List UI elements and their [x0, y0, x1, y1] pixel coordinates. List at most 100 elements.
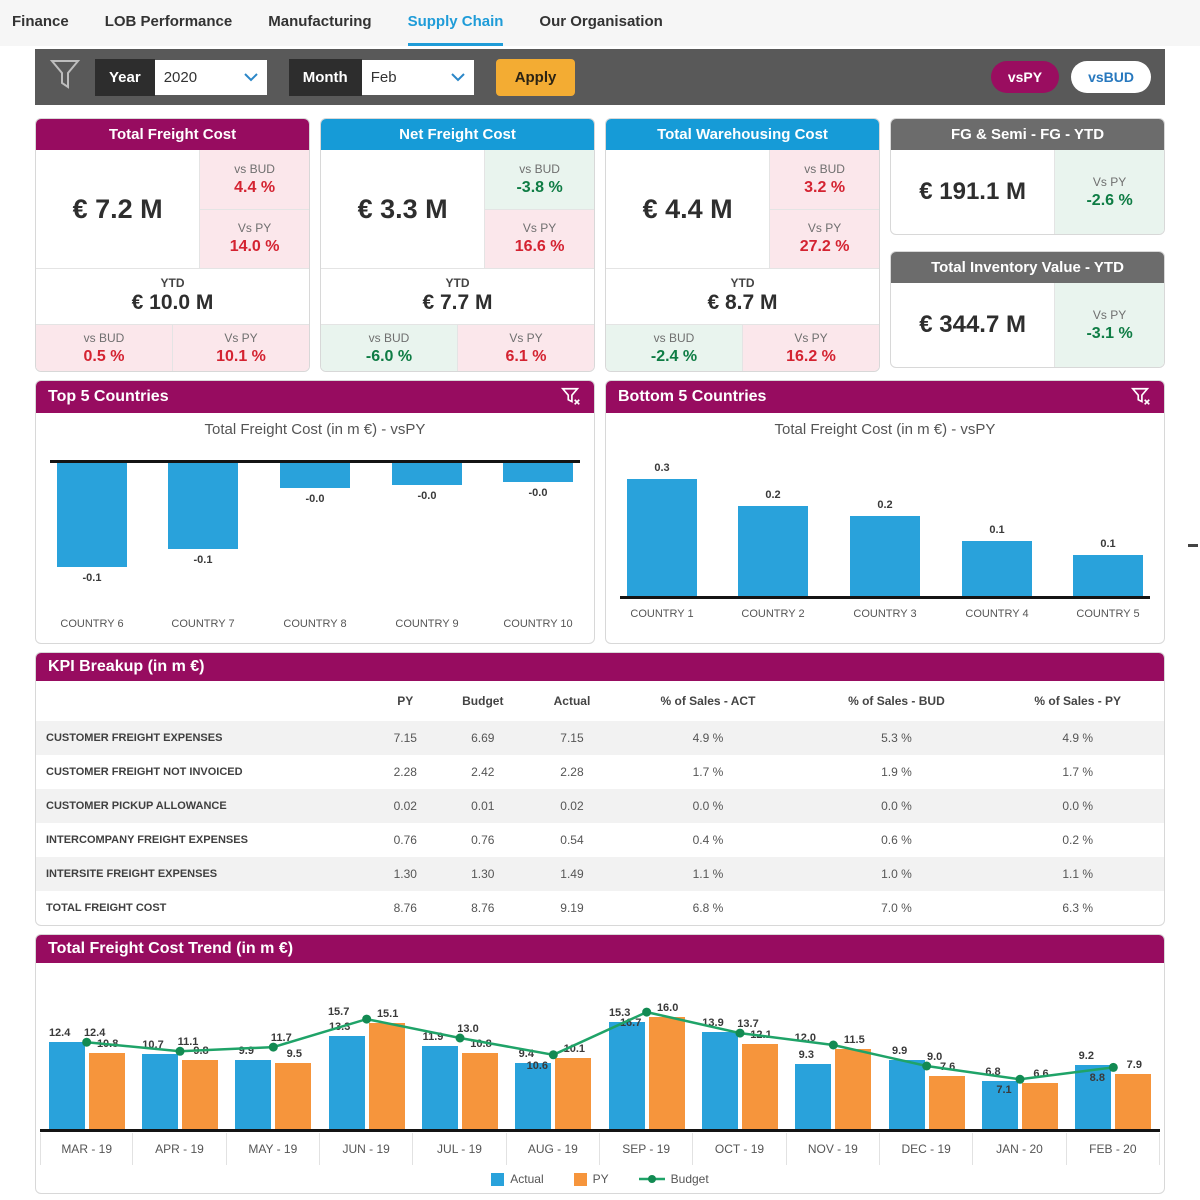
table-cell: TOTAL FREIGHT COST — [46, 902, 167, 914]
bar-country-1[interactable] — [627, 479, 697, 596]
kpi-vs-bud: vs BUD 3.2 % — [770, 150, 879, 209]
bar-py-oct-19[interactable] — [742, 1044, 778, 1129]
nav-tab-supply-chain[interactable]: Supply Chain — [407, 0, 504, 46]
table-row-customer-pickup-allowance[interactable]: CUSTOMER PICKUP ALLOWANCE 0.02 0.01 0.02 0.0… — [36, 789, 1164, 823]
bar-country-7[interactable] — [168, 463, 238, 549]
clear-filter-icon[interactable] — [560, 386, 582, 408]
bar-country-5[interactable] — [1073, 555, 1143, 596]
table-cell: 9.19 — [560, 901, 584, 915]
clear-filter-icon[interactable] — [1130, 386, 1152, 408]
apply-button[interactable]: Apply — [495, 58, 576, 96]
bar-actual-aug-19[interactable] — [515, 1063, 552, 1129]
bar-country-6[interactable] — [57, 463, 127, 567]
table-row-customer-freight-not-invoiced[interactable]: CUSTOMER FREIGHT NOT INVOICED 2.28 2.42 2.2… — [36, 755, 1164, 789]
kpi-side-column: vs BUD 4.4 % Vs PY 14.0 % — [199, 150, 309, 268]
bar-country-8[interactable] — [280, 463, 350, 488]
bar-actual-sep-19[interactable] — [608, 1021, 645, 1129]
month-label-may-19: MAY - 19 — [227, 1133, 320, 1165]
bar-country-4[interactable] — [962, 541, 1032, 596]
kpi-vs-bud: vs BUD 4.4 % — [200, 150, 309, 209]
legend-item-actual[interactable]: Actual — [491, 1172, 544, 1186]
column-header-actual: Actual — [553, 694, 591, 708]
nav-tab-lob-performance[interactable]: LOB Performance — [104, 13, 233, 30]
month-label-sep-19: SEP - 19 — [600, 1133, 694, 1165]
trend-axis-line — [40, 1129, 1160, 1132]
bar-py-jul-19[interactable] — [462, 1053, 498, 1129]
kpi-vs-py-value: 16.6 % — [514, 238, 565, 256]
table-row-total-freight-cost[interactable]: TOTAL FREIGHT COST 8.76 8.76 9.19 6.8 % 7.0 %… — [36, 891, 1164, 925]
table-row-intercompany-freight-expenses[interactable]: INTERCOMPANY FREIGHT EXPENSES 0.76 0.76 0.5… — [36, 823, 1164, 857]
kpi-main-value: € 4.4 M — [642, 193, 733, 224]
table-cell: 5.3 % — [881, 731, 912, 745]
label-py: 15.1 — [376, 1008, 399, 1021]
category-label: COUNTRY 1 — [630, 608, 694, 620]
bar-py-sep-19[interactable] — [648, 1017, 685, 1129]
bar-actual-jun-19[interactable] — [328, 1035, 365, 1129]
kpi-ytd-vs-bud-label: vs BUD — [368, 330, 410, 345]
bar-actual-nov-19[interactable] — [795, 1063, 832, 1129]
kpi-ytd-row: YTD € 7.7 M — [321, 269, 594, 325]
bar-value-label: 0.2 — [765, 489, 781, 501]
side-card-body: € 191.1 M Vs PY -2.6 % — [891, 150, 1164, 234]
kpi-breakup-header: KPI Breakup (in m €) — [36, 653, 1164, 681]
label-budget: 13.7 — [737, 1018, 759, 1031]
side-card-value: € 344.7 M — [919, 311, 1026, 338]
bar-py-aug-19[interactable] — [555, 1058, 592, 1129]
kpi-vs-bud-value: 3.2 % — [804, 178, 846, 196]
kpi-main-value: € 7.2 M — [72, 193, 163, 224]
legend-item-py[interactable]: PY — [573, 1172, 609, 1186]
bar-actual-apr-19[interactable] — [142, 1054, 178, 1129]
bar-py-jan-20[interactable] — [1022, 1082, 1058, 1129]
bar-py-dec-19[interactable] — [928, 1075, 965, 1129]
bar-country-2[interactable] — [738, 506, 808, 596]
table-cell: 0.2 % — [1062, 833, 1094, 847]
month-select[interactable]: Feb — [361, 59, 474, 95]
bar-country-10[interactable] — [503, 463, 573, 482]
label-py: 16.0 — [656, 1002, 679, 1014]
nav-tab-manufacturing[interactable]: Manufacturing — [268, 13, 372, 30]
bar-actual-dec-19[interactable] — [888, 1059, 925, 1129]
bar-country-9[interactable] — [392, 463, 462, 485]
bar-actual-jul-19[interactable] — [422, 1045, 458, 1129]
vsbud-toggle-button[interactable]: vsBUD — [1071, 61, 1151, 93]
bar-actual-may-19[interactable] — [235, 1059, 272, 1129]
trend-legend: Actual PY Budget — [36, 1165, 1164, 1193]
bar-py-mar-19[interactable] — [88, 1053, 125, 1129]
kpi-ytd-vs-py-label: Vs PY — [509, 330, 543, 345]
nav-tab-finance[interactable]: Finance — [12, 13, 69, 30]
table-cell: INTERSITE FREIGHT EXPENSES — [46, 868, 218, 880]
table-row-intersite-freight-expenses[interactable]: INTERSITE FREIGHT EXPENSES 1.30 1.30 1.49 1.… — [36, 857, 1164, 891]
table-cell: 0.4 % — [692, 833, 724, 847]
freight-trend-header: Total Freight Cost Trend (in m €) — [36, 935, 1164, 963]
bar-actual-jan-20[interactable] — [982, 1081, 1018, 1129]
kpi-main-value: € 3.3 M — [357, 193, 448, 224]
bar-actual-mar-19[interactable] — [48, 1042, 85, 1129]
vspy-toggle-button[interactable]: vsPY — [990, 61, 1060, 93]
table-row-customer-freight-expenses[interactable]: CUSTOMER FREIGHT EXPENSES 7.15 6.69 7.15 4.9… — [36, 721, 1164, 755]
legend-label: Budget — [670, 1172, 709, 1186]
kpi-breakup-card: KPI Breakup (in m €) PY Budget Actual % of … — [35, 652, 1165, 926]
column-header-of-sales-py: % of Sales - PY — [1034, 694, 1122, 708]
bar-actual-oct-19[interactable] — [702, 1031, 738, 1129]
label-actual: 10.7 — [142, 1039, 164, 1052]
kpi-card-total-warehousing-cost: Total Warehousing Cost € 4.4 M vs BUD 3.2 %… — [605, 118, 880, 372]
table-cell: 1.1 % — [692, 867, 724, 881]
table-cell: 0.01 — [471, 799, 495, 813]
bar-country-3[interactable] — [850, 516, 920, 596]
label-py: 9.5 — [286, 1047, 302, 1060]
country-charts-row: Top 5 Countries Total Freight Cost (in m… — [35, 380, 1165, 644]
bottom5-countries-header: Bottom 5 Countries — [606, 381, 1164, 413]
legend-item-budget[interactable]: Budget — [638, 1172, 709, 1186]
legend-swatch-actual — [491, 1172, 505, 1186]
nav-tab-our-organisation[interactable]: Our Organisation — [539, 13, 663, 30]
bar-py-feb-20[interactable] — [1115, 1073, 1152, 1129]
side-card-title: Total Inventory Value - YTD — [891, 252, 1164, 283]
label-py: 10.8 — [96, 1038, 119, 1051]
bar-py-apr-19[interactable] — [182, 1060, 218, 1129]
bar-py-nov-19[interactable] — [835, 1048, 872, 1129]
year-select[interactable]: 2020 — [154, 59, 267, 95]
kpi-card-title: Total Warehousing Cost — [606, 119, 879, 150]
bar-py-may-19[interactable] — [275, 1062, 312, 1129]
kpi-vs-py-label: Vs PY — [807, 221, 842, 236]
bar-py-jun-19[interactable] — [368, 1023, 405, 1129]
